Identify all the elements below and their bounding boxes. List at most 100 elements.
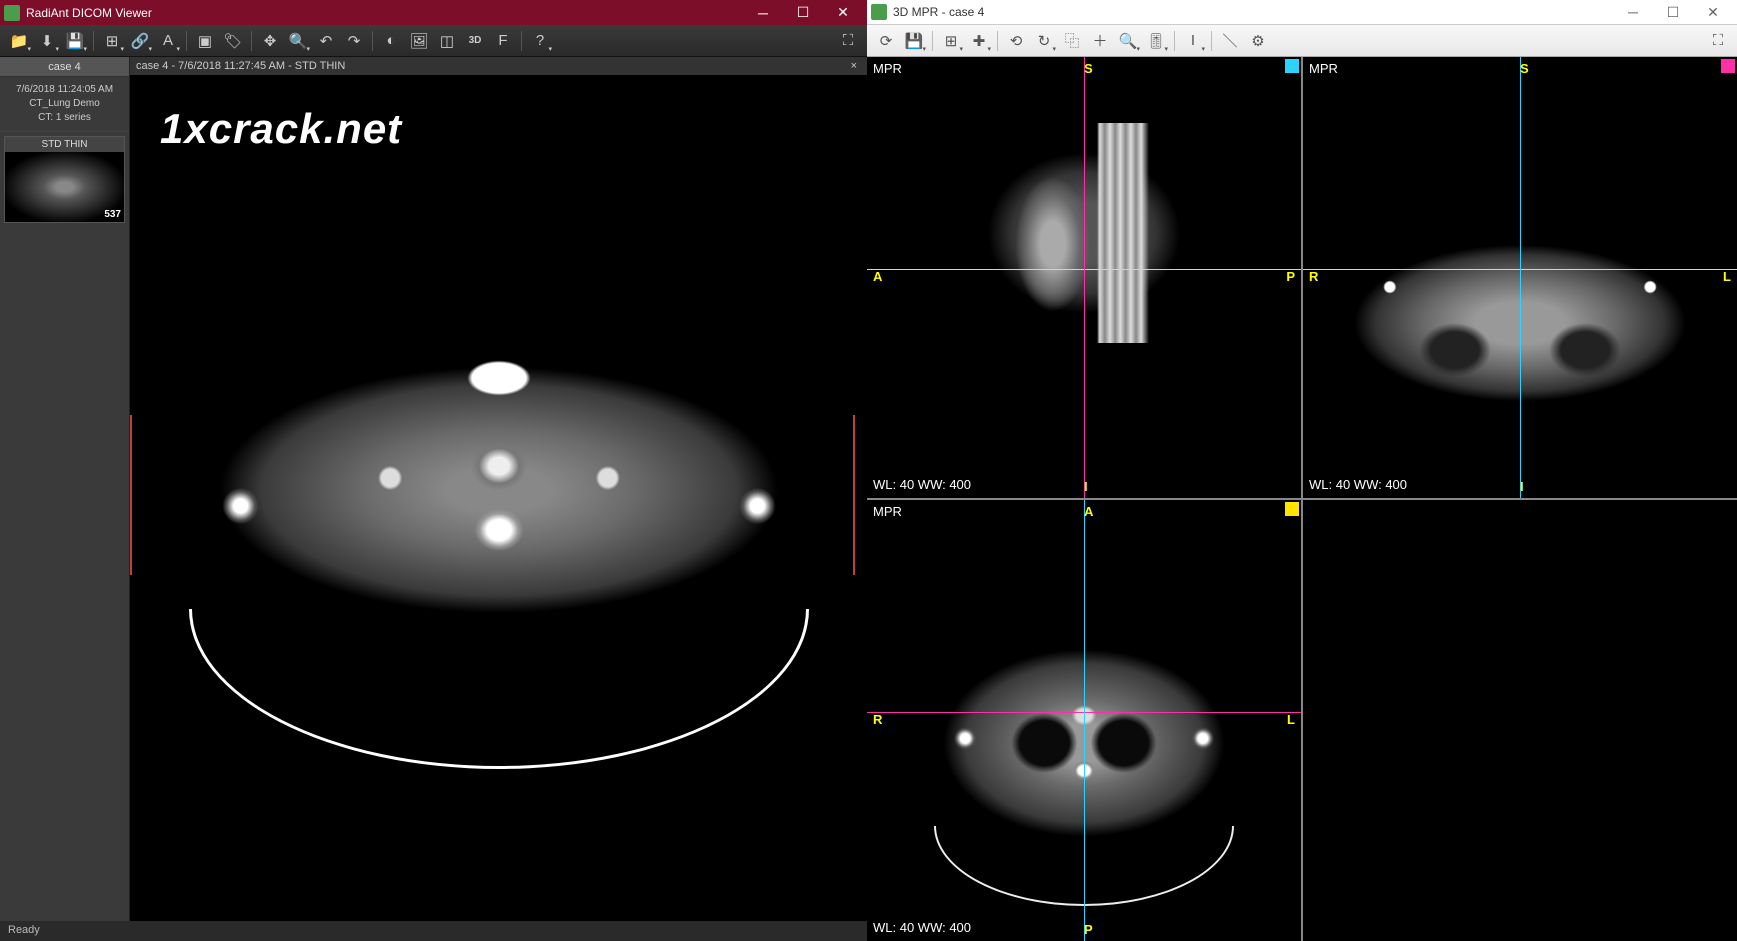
separator (1174, 31, 1175, 51)
orient-bottom: I (1084, 479, 1088, 494)
stamp-icon[interactable]: ▣ (192, 28, 218, 54)
mpr-pane-empty[interactable] (1303, 500, 1737, 941)
minimize-button[interactable]: ─ (1613, 0, 1653, 25)
ct-table-curve (189, 609, 809, 769)
copy-icon[interactable]: ⿻ (1059, 28, 1085, 54)
contrast-icon[interactable]: ◐ (378, 28, 404, 54)
add-icon[interactable]: ＋ (1087, 28, 1113, 54)
layout-icon[interactable]: ⊞ (99, 28, 125, 54)
maximize-button[interactable]: ☐ (783, 0, 823, 25)
close-button[interactable]: ✕ (1693, 0, 1733, 25)
window-controls: ─ ☐ ✕ (743, 0, 863, 25)
separator (521, 31, 522, 51)
annotate-icon[interactable]: A (155, 28, 181, 54)
crosshair-vertical[interactable] (1084, 500, 1085, 941)
crosshair-vertical[interactable] (1084, 57, 1085, 498)
dicom-viewport[interactable]: 1xcrack.net (130, 75, 867, 921)
help-icon[interactable]: ? (527, 28, 553, 54)
move-icon[interactable]: ✥ (257, 28, 283, 54)
main-titlebar[interactable]: RadiAnt DICOM Viewer ─ ☐ ✕ (0, 0, 867, 25)
expand-icon[interactable]: ⛶ (1705, 28, 1731, 54)
orient-bottom: I (1520, 479, 1524, 494)
thumb-count: 537 (104, 209, 121, 220)
rotate-icon[interactable]: ↻ (1031, 28, 1057, 54)
main-viewer-window: RadiAnt DICOM Viewer ─ ☐ ✕ 📁 ⬇ 💾 ⊞ 🔗 A ▣… (0, 0, 867, 941)
close-tab-icon[interactable]: × (847, 60, 861, 72)
mpr-titlebar[interactable]: 3D MPR - case 4 ─ ☐ ✕ (867, 0, 1737, 25)
close-button[interactable]: ✕ (823, 0, 863, 25)
undo-icon[interactable]: ↶ (313, 28, 339, 54)
mpr-grid: MPR S I A P WL: 40 WW: 400 MPR S I R L (867, 57, 1737, 941)
orient-left: R (1309, 269, 1318, 284)
fusion-icon[interactable]: F (490, 28, 516, 54)
save-icon[interactable]: 💾 (901, 28, 927, 54)
series-sidebar: case 4 7/6/2018 11:24:05 AM CT_Lung Demo… (0, 57, 130, 921)
rotate3d-icon[interactable]: ⟲ (1003, 28, 1029, 54)
crosshair-icon[interactable]: ✚ (966, 28, 992, 54)
case-tab[interactable]: case 4 (0, 57, 129, 77)
slider-icon[interactable]: 🎚 (1143, 28, 1169, 54)
window-controls: ─ ☐ ✕ (1613, 0, 1733, 25)
separator (997, 31, 998, 51)
ruler-right (853, 415, 855, 575)
study-series: CT: 1 series (4, 111, 125, 125)
redo-icon[interactable]: ↷ (341, 28, 367, 54)
3d-icon[interactable]: 3D (462, 28, 488, 54)
study-info[interactable]: 7/6/2018 11:24:05 AM CT_Lung Demo CT: 1 … (0, 77, 129, 132)
mpr-pane-axial[interactable]: MPR A P R L WL: 40 WW: 400 (867, 500, 1301, 941)
settings-icon[interactable]: ⚙ (1245, 28, 1271, 54)
mpr-title: 3D MPR - case 4 (893, 5, 1613, 19)
viewer-tab-label: case 4 - 7/6/2018 11:27:45 AM - STD THIN (136, 60, 345, 72)
ruler-left (130, 415, 132, 575)
pane-label: MPR (873, 504, 902, 519)
orient-top: A (1084, 504, 1093, 519)
mpr-pane-coronal[interactable]: MPR S I R L WL: 40 WW: 400 (1303, 57, 1737, 498)
expand-icon[interactable]: ⛶ (835, 28, 861, 54)
study-datetime: 7/6/2018 11:24:05 AM (4, 83, 125, 97)
viewer-tab[interactable]: case 4 - 7/6/2018 11:27:45 AM - STD THIN… (130, 57, 867, 75)
cube-icon[interactable]: ◫ (434, 28, 460, 54)
download-icon[interactable]: ⬇ (34, 28, 60, 54)
orient-top: S (1520, 61, 1529, 76)
separator (93, 31, 94, 51)
orient-bottom: P (1084, 922, 1093, 937)
app-icon (871, 4, 887, 20)
pane-corner-marker (1285, 502, 1299, 516)
thumb-image: 537 (5, 152, 124, 222)
crosshair-vertical[interactable] (1520, 57, 1521, 498)
pane-wlww: WL: 40 WW: 400 (873, 920, 971, 935)
zoom-icon[interactable]: 🔍 (285, 28, 311, 54)
link-icon[interactable]: 🔗 (127, 28, 153, 54)
separator (251, 31, 252, 51)
layout-icon[interactable]: ⊞ (938, 28, 964, 54)
study-name: CT_Lung Demo (4, 97, 125, 111)
separator (372, 31, 373, 51)
tag-icon[interactable]: 🏷 (220, 28, 246, 54)
photo-icon[interactable]: 🖼 (406, 28, 432, 54)
mpr-window: 3D MPR - case 4 ─ ☐ ✕ ⟳ 💾 ⊞ ✚ ⟲ ↻ ⿻ ＋ 🔍 … (867, 0, 1737, 941)
pane-wlww: WL: 40 WW: 400 (1309, 477, 1407, 492)
zoom-icon[interactable]: 🔍 (1115, 28, 1141, 54)
thumb-title: STD THIN (5, 137, 124, 152)
separator (1211, 31, 1212, 51)
line-icon[interactable]: ＼ (1217, 28, 1243, 54)
orient-right: P (1286, 269, 1295, 284)
minimize-button[interactable]: ─ (743, 0, 783, 25)
mpr-pane-sagittal[interactable]: MPR S I A P WL: 40 WW: 400 (867, 57, 1301, 498)
orient-right: L (1723, 269, 1731, 284)
app-icon (4, 5, 20, 21)
orient-top: S (1084, 61, 1093, 76)
pane-corner-marker (1721, 59, 1735, 73)
mpr-body: MPR S I A P WL: 40 WW: 400 MPR S I R L (867, 57, 1737, 941)
orient-right: L (1287, 712, 1295, 727)
open-icon[interactable]: 📁 (6, 28, 32, 54)
refresh-icon[interactable]: ⟳ (873, 28, 899, 54)
pane-label: MPR (1309, 61, 1338, 76)
text-icon[interactable]: I (1180, 28, 1206, 54)
pane-wlww: WL: 40 WW: 400 (873, 477, 971, 492)
save-icon[interactable]: 💾 (62, 28, 88, 54)
watermark-text: 1xcrack.net (160, 105, 402, 153)
main-toolbar: 📁 ⬇ 💾 ⊞ 🔗 A ▣ 🏷 ✥ 🔍 ↶ ↷ ◐ 🖼 ◫ 3D F ? ⛶ (0, 25, 867, 57)
maximize-button[interactable]: ☐ (1653, 0, 1693, 25)
series-thumbnail[interactable]: STD THIN 537 (4, 136, 125, 223)
